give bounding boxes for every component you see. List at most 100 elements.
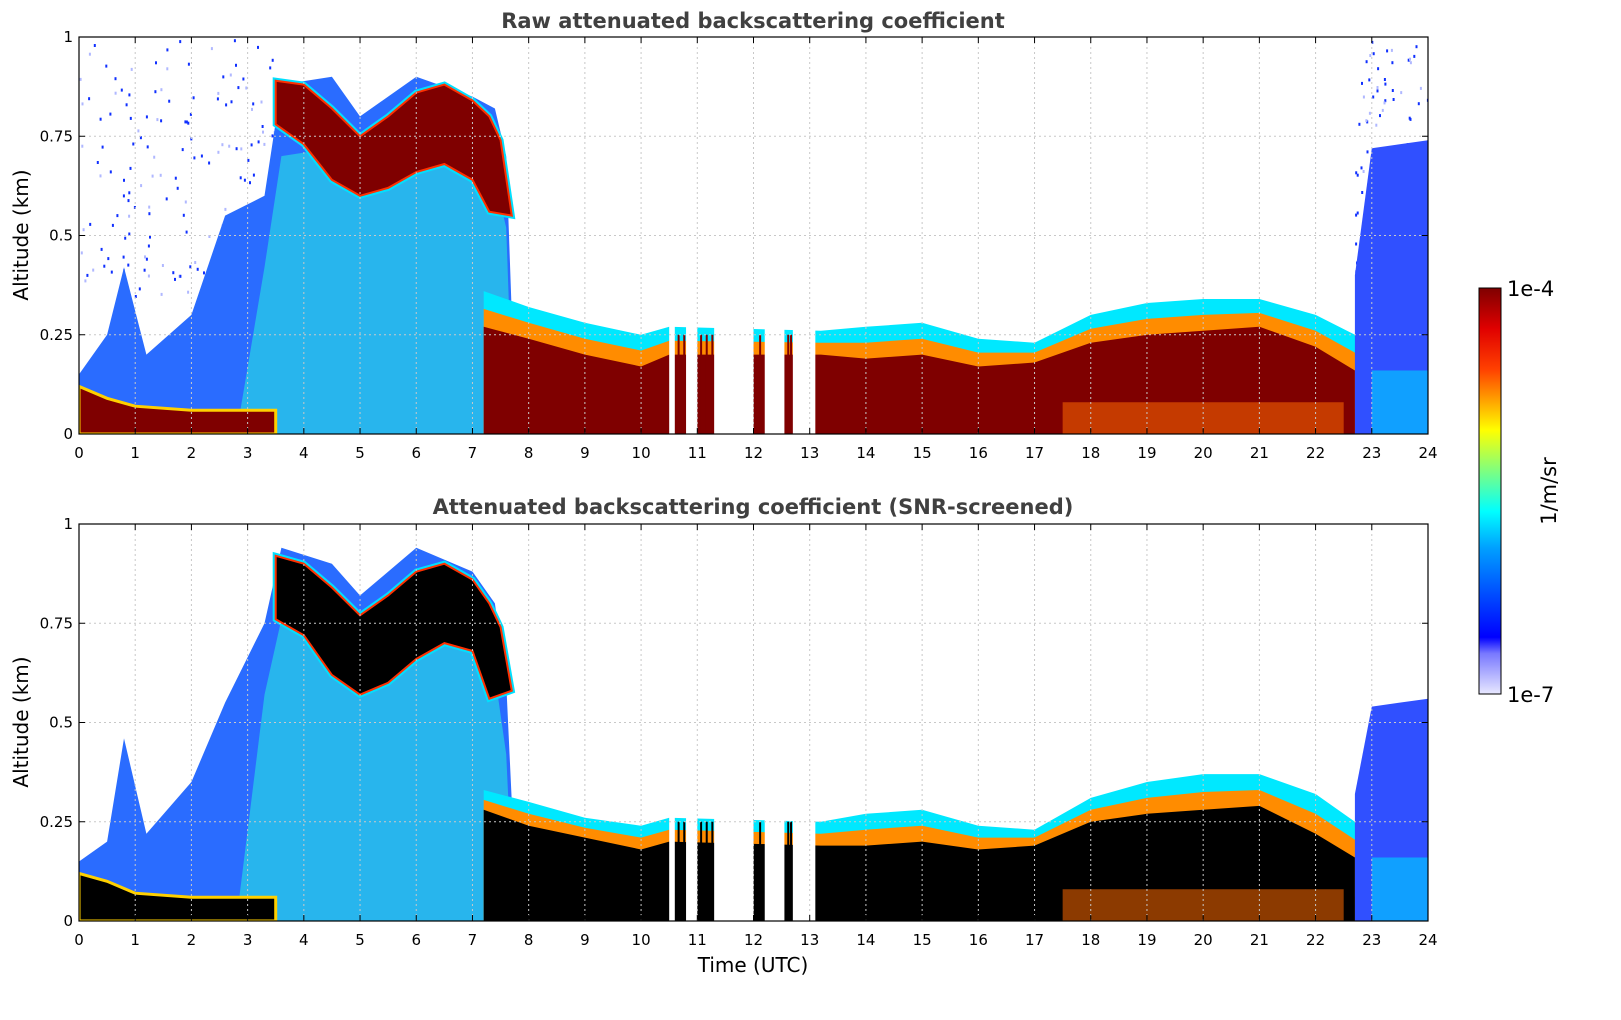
noise-speck bbox=[221, 143, 224, 147]
y-tick-label: 0.25 bbox=[40, 326, 73, 344]
x-tick-label: 5 bbox=[355, 931, 365, 949]
x-tick-label: 22 bbox=[1306, 931, 1325, 949]
x-tick-label: 10 bbox=[632, 931, 651, 949]
noise-speck bbox=[149, 235, 151, 239]
data-streak bbox=[759, 821, 762, 921]
surface-layer-early bbox=[79, 384, 278, 434]
noise-speck bbox=[125, 103, 128, 107]
x-tick-label: 17 bbox=[1025, 931, 1044, 949]
noise-speck bbox=[187, 62, 190, 66]
noise-speck bbox=[127, 263, 130, 267]
x-tick-label: 7 bbox=[468, 931, 478, 949]
data-gap bbox=[686, 37, 698, 434]
noise-speck bbox=[156, 118, 159, 122]
noise-speck bbox=[84, 279, 87, 283]
noise-speck bbox=[235, 63, 237, 67]
noise-speck bbox=[147, 274, 150, 278]
colorbar-gradient bbox=[1478, 287, 1502, 695]
noise-speck bbox=[88, 97, 91, 101]
noise-speck bbox=[120, 88, 123, 92]
x-tick-label: 16 bbox=[969, 931, 988, 949]
noise-speck bbox=[103, 264, 106, 268]
heatmap-layers bbox=[79, 37, 1428, 434]
noise-speck bbox=[128, 93, 131, 97]
noise-speck bbox=[187, 121, 190, 125]
noise-speck bbox=[1372, 95, 1375, 99]
noise-speck bbox=[271, 58, 274, 62]
noise-speck bbox=[1376, 89, 1379, 93]
cloud-layer-core bbox=[274, 554, 513, 700]
x-tick-label: 11 bbox=[688, 931, 707, 949]
noise-speck bbox=[203, 271, 205, 275]
x-tick-label: 15 bbox=[913, 931, 932, 949]
noise-speck bbox=[1392, 98, 1395, 101]
noise-speck bbox=[172, 271, 175, 275]
noise-speck bbox=[216, 97, 219, 101]
noise-speck bbox=[263, 142, 266, 146]
data-streak bbox=[683, 334, 686, 434]
data-streak bbox=[787, 821, 790, 921]
noise-speck bbox=[196, 267, 199, 271]
noise-speck bbox=[1369, 54, 1372, 57]
noise-speck bbox=[261, 125, 264, 128]
noise-speck bbox=[139, 136, 142, 140]
noise-speck bbox=[89, 222, 92, 226]
x-tick-label: 5 bbox=[355, 444, 365, 462]
noise-speck bbox=[140, 184, 143, 188]
noise-speck bbox=[235, 147, 238, 151]
x-tick-label: 9 bbox=[580, 931, 590, 949]
noise-speck bbox=[1408, 116, 1411, 120]
noise-speck bbox=[208, 235, 211, 238]
noise-speck bbox=[80, 251, 83, 255]
x-tick-label: 1 bbox=[130, 931, 140, 949]
noise-speck bbox=[229, 73, 232, 77]
noise-speck bbox=[182, 213, 185, 217]
x-tick-label: 4 bbox=[299, 444, 309, 462]
noise-speck bbox=[129, 116, 132, 120]
data-streak bbox=[790, 821, 793, 921]
noise-speck bbox=[245, 86, 248, 90]
x-tick-label: 12 bbox=[744, 931, 763, 949]
noise-speck bbox=[257, 140, 260, 144]
x-tick-label: 14 bbox=[856, 444, 875, 462]
y-tick-label: 0 bbox=[63, 912, 73, 930]
raw-backscatter-panel: Raw attenuated backscattering coefficien… bbox=[9, 9, 1438, 462]
noise-speck bbox=[1383, 101, 1386, 105]
noise-speck bbox=[217, 150, 220, 154]
noise-speck bbox=[1362, 95, 1365, 99]
noise-speck bbox=[1375, 123, 1378, 127]
noise-speck bbox=[123, 178, 125, 182]
x-tick-label: 3 bbox=[243, 931, 253, 949]
noise-speck bbox=[127, 199, 130, 203]
x-tick-label: 8 bbox=[524, 444, 534, 462]
x-tick-label: 18 bbox=[1081, 931, 1100, 949]
noise-speck bbox=[185, 120, 188, 124]
noise-speck bbox=[161, 264, 164, 267]
noise-speck bbox=[187, 290, 190, 294]
x-axis-label: Time (UTC) bbox=[697, 953, 809, 977]
noise-speck bbox=[1400, 91, 1403, 95]
x-tick-label: 12 bbox=[744, 444, 763, 462]
data-streak bbox=[759, 334, 762, 434]
y-tick-label: 0.75 bbox=[40, 127, 73, 145]
noise-speck bbox=[252, 102, 255, 106]
data-streak bbox=[787, 334, 790, 434]
x-tick-label: 21 bbox=[1250, 931, 1269, 949]
noise-speck bbox=[1361, 191, 1364, 194]
noise-speck bbox=[1355, 171, 1358, 175]
x-tick-label: 23 bbox=[1362, 444, 1381, 462]
noise-speck bbox=[260, 100, 263, 104]
data-gap bbox=[669, 37, 675, 434]
colorbar-min-label: 1e-7 bbox=[1507, 683, 1554, 707]
noise-speck bbox=[1355, 242, 1358, 246]
noise-speck bbox=[147, 244, 150, 248]
noise-speck bbox=[243, 178, 246, 182]
x-tick-label: 0 bbox=[74, 931, 84, 949]
noise-speck bbox=[257, 45, 259, 49]
noise-speck bbox=[240, 147, 243, 151]
noise-speck bbox=[1361, 81, 1363, 85]
noise-speck bbox=[262, 130, 264, 134]
noise-speck bbox=[1365, 119, 1368, 123]
noise-speck bbox=[128, 232, 131, 236]
